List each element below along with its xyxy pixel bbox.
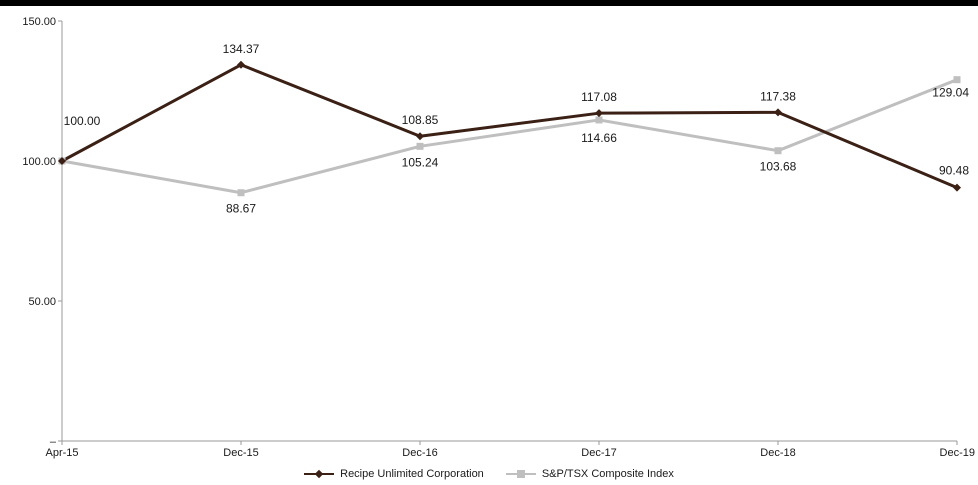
- data-point-marker: [953, 183, 961, 192]
- x-tick-label: Dec-16: [402, 447, 437, 459]
- data-label: 114.66: [581, 131, 617, 145]
- x-tick-label: Dec-19: [940, 447, 975, 459]
- data-point-marker: [774, 108, 782, 117]
- legend: Recipe Unlimited Corporation S&P/TSX Com…: [0, 468, 978, 480]
- y-tick-label: 150.00: [22, 16, 56, 28]
- x-tick-label: Dec-18: [760, 447, 795, 459]
- data-label: 88.67: [226, 202, 256, 216]
- data-point-marker: [237, 189, 245, 197]
- data-label: 117.38: [760, 89, 796, 103]
- legend-swatch-recipe: [304, 469, 335, 479]
- series-line-1: [61, 78, 958, 195]
- data-point-marker: [416, 142, 424, 150]
- data-label: 108.85: [402, 113, 439, 127]
- line-chart: – 50.00 100.00 150.00 Apr-15 Dec-15 Dec-16 Dec-…: [22, 16, 975, 459]
- legend-label-recipe: Recipe Unlimited Corporation: [340, 468, 484, 480]
- data-label: 100.00: [64, 114, 101, 128]
- data-point-marker: [58, 157, 66, 165]
- x-tick-label: Dec-17: [581, 447, 616, 459]
- x-tick-label: Dec-15: [223, 447, 258, 459]
- y-tick-label: 50.00: [28, 296, 56, 308]
- y-tick-label: –: [50, 436, 57, 448]
- y-tick-label: 100.00: [22, 156, 56, 168]
- legend-label-sptsx: S&P/TSX Composite Index: [541, 468, 674, 480]
- data-point-marker: [595, 116, 603, 124]
- series-lines: [61, 63, 958, 195]
- data-point-marker: [774, 147, 782, 155]
- data-label: 117.08: [581, 90, 617, 104]
- data-label: 105.24: [402, 155, 439, 169]
- legend-item-recipe: Recipe Unlimited Corporation: [304, 468, 484, 480]
- legend-item-sptsx: S&P/TSX Composite Index: [505, 468, 674, 480]
- data-label: 129.04: [932, 86, 969, 100]
- data-label: 90.48: [939, 164, 969, 178]
- data-point-marker: [416, 132, 424, 141]
- top-border: [0, 0, 978, 6]
- data-label: 103.68: [760, 160, 797, 174]
- data-point-marker: [595, 109, 603, 118]
- data-labels: 100.00 134.37 108.85 117.08 117.38 90.48 88.67…: [64, 42, 970, 216]
- data-point-marker: [953, 76, 961, 84]
- legend-swatch-sptsx: [505, 469, 536, 479]
- axes: – 50.00 100.00 150.00 Apr-15 Dec-15 Dec-16 Dec-…: [22, 16, 975, 459]
- series-markers: [58, 60, 961, 197]
- x-tick-label: Apr-15: [45, 447, 78, 459]
- series-line-0: [61, 63, 958, 190]
- data-label: 134.37: [223, 42, 260, 56]
- data-point-marker: [237, 60, 245, 69]
